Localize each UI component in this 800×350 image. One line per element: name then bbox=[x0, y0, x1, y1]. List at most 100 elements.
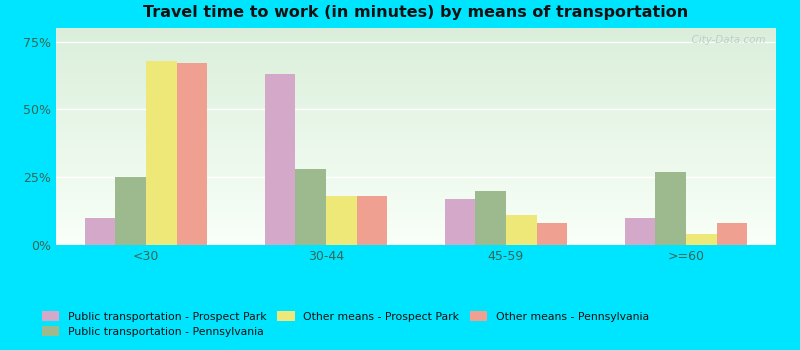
Bar bbox=[506, 215, 537, 245]
Bar bbox=[326, 196, 357, 245]
Bar bbox=[56, 232, 776, 234]
Bar bbox=[56, 95, 776, 97]
Bar bbox=[56, 106, 776, 108]
Bar bbox=[56, 217, 776, 219]
Bar bbox=[56, 195, 776, 197]
Bar bbox=[56, 100, 776, 102]
Bar bbox=[56, 104, 776, 106]
Bar bbox=[56, 32, 776, 35]
Bar bbox=[56, 208, 776, 210]
Text: City-Data.com: City-Data.com bbox=[685, 35, 766, 44]
Bar bbox=[146, 61, 177, 245]
Bar bbox=[56, 58, 776, 61]
Bar bbox=[56, 241, 776, 243]
Bar bbox=[56, 206, 776, 208]
Bar bbox=[56, 210, 776, 212]
Bar bbox=[56, 197, 776, 199]
Bar bbox=[56, 115, 776, 117]
Bar bbox=[56, 84, 776, 86]
Bar bbox=[56, 76, 776, 78]
Bar bbox=[56, 162, 776, 165]
Bar bbox=[177, 63, 207, 245]
Bar bbox=[56, 189, 776, 191]
Bar bbox=[56, 180, 776, 182]
Bar bbox=[56, 82, 776, 84]
Bar bbox=[56, 223, 776, 225]
Bar bbox=[56, 199, 776, 202]
Bar bbox=[56, 46, 776, 48]
Bar bbox=[56, 97, 776, 100]
Bar bbox=[56, 178, 776, 180]
Bar bbox=[56, 117, 776, 119]
Bar bbox=[56, 121, 776, 124]
Bar bbox=[56, 147, 776, 149]
Bar bbox=[56, 160, 776, 162]
Bar bbox=[56, 132, 776, 134]
Bar bbox=[56, 212, 776, 215]
Legend: Public transportation - Prospect Park, Public transportation - Pennsylvania, Oth: Public transportation - Prospect Park, P… bbox=[38, 306, 654, 341]
Bar bbox=[56, 56, 776, 58]
Bar bbox=[56, 48, 776, 50]
Bar bbox=[56, 215, 776, 217]
Bar bbox=[56, 119, 776, 121]
Bar bbox=[56, 80, 776, 82]
Bar bbox=[655, 172, 686, 245]
Bar bbox=[56, 65, 776, 67]
Bar bbox=[56, 204, 776, 206]
Bar bbox=[56, 156, 776, 158]
Bar bbox=[56, 243, 776, 245]
Bar bbox=[56, 37, 776, 39]
Bar bbox=[56, 238, 776, 241]
Bar bbox=[56, 167, 776, 169]
Bar bbox=[56, 158, 776, 160]
Bar bbox=[56, 128, 776, 130]
Bar bbox=[56, 91, 776, 93]
Title: Travel time to work (in minutes) by means of transportation: Travel time to work (in minutes) by mean… bbox=[143, 5, 689, 20]
Bar bbox=[56, 234, 776, 236]
Bar bbox=[686, 234, 717, 245]
Bar bbox=[56, 184, 776, 187]
Bar bbox=[475, 191, 506, 245]
Bar bbox=[85, 218, 115, 245]
Bar bbox=[56, 54, 776, 56]
Bar bbox=[56, 154, 776, 156]
Bar bbox=[56, 52, 776, 54]
Bar bbox=[357, 196, 387, 245]
Bar bbox=[56, 143, 776, 145]
Bar bbox=[56, 124, 776, 126]
Bar bbox=[56, 141, 776, 143]
Bar bbox=[56, 236, 776, 238]
Bar bbox=[56, 93, 776, 95]
Bar bbox=[56, 126, 776, 128]
Bar bbox=[56, 74, 776, 76]
Bar bbox=[56, 28, 776, 30]
Bar bbox=[56, 130, 776, 132]
Bar bbox=[56, 228, 776, 230]
Bar bbox=[56, 111, 776, 113]
Bar bbox=[717, 223, 747, 245]
Bar bbox=[56, 61, 776, 63]
Bar bbox=[56, 71, 776, 74]
Bar bbox=[56, 43, 776, 46]
Bar bbox=[537, 223, 567, 245]
Bar bbox=[56, 169, 776, 171]
Bar bbox=[295, 169, 326, 245]
Bar bbox=[56, 69, 776, 71]
Bar bbox=[56, 35, 776, 37]
Bar bbox=[56, 149, 776, 152]
Bar bbox=[56, 39, 776, 41]
Bar bbox=[56, 193, 776, 195]
Bar bbox=[56, 102, 776, 104]
Bar bbox=[445, 199, 475, 245]
Bar bbox=[56, 108, 776, 111]
Bar bbox=[265, 74, 295, 245]
Bar bbox=[56, 78, 776, 80]
Bar bbox=[56, 191, 776, 193]
Bar bbox=[56, 202, 776, 204]
Bar bbox=[56, 219, 776, 221]
Bar bbox=[56, 230, 776, 232]
Bar bbox=[56, 176, 776, 178]
Bar bbox=[56, 171, 776, 173]
Bar bbox=[56, 187, 776, 189]
Bar bbox=[56, 225, 776, 228]
